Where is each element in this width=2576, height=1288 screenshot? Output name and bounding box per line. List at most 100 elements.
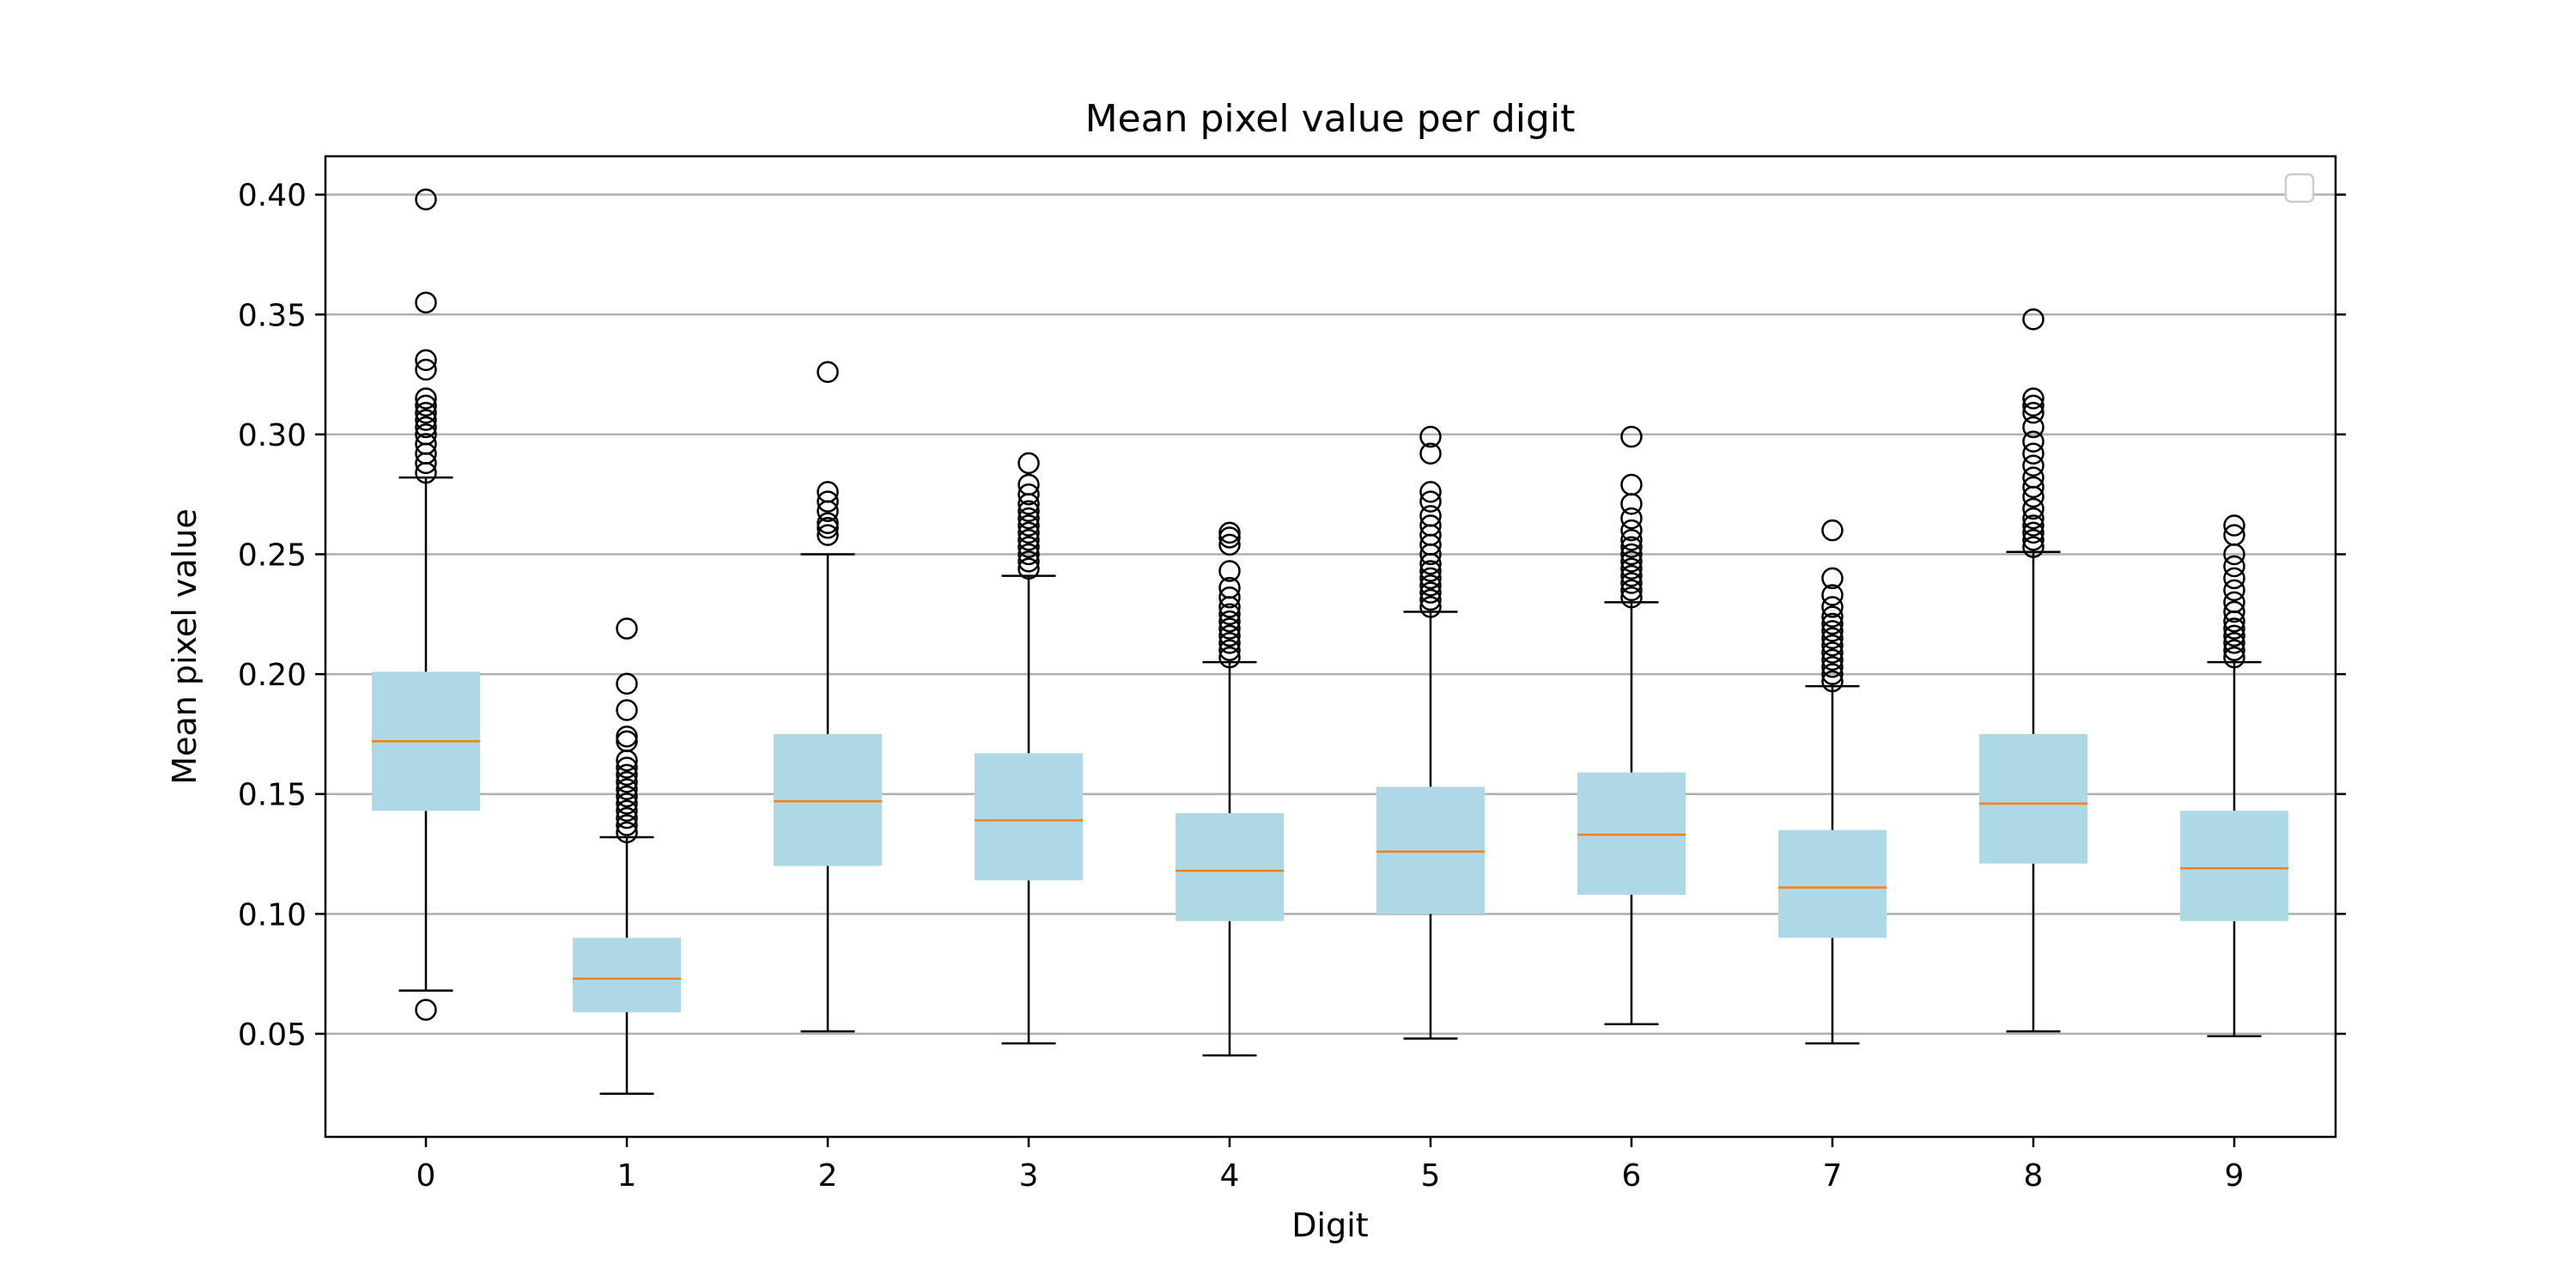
box-digit-1 [573,617,681,1095]
outlier-point [1419,567,1442,590]
outlier-point [2022,476,2044,499]
outlier-point [616,763,638,787]
y-tick-label: 0.10 [238,897,307,933]
iqr-box [1577,772,1686,895]
outlier-point [1821,634,1844,657]
outlier-point [2223,514,2245,537]
outlier-point [1218,632,1241,654]
outlier-point [1620,550,1643,573]
box-digit-3 [975,452,1083,1045]
box-digit-2 [774,361,882,1033]
iqr-box [975,753,1083,881]
y-tick-label: 0.15 [238,778,307,813]
iqr-box [1778,829,1886,939]
outlier-point [616,793,638,815]
y-tick-label: 0.05 [238,1018,307,1053]
outlier-point [616,785,638,808]
grid-layer [325,193,2336,1036]
outlier-point [1821,612,1844,635]
outlier-point [1620,507,1643,530]
outlier-point [2022,528,2044,551]
outlier-point [1821,567,1844,590]
outlier-point [415,423,437,446]
outlier-point [2022,507,2044,530]
outlier-point [1218,610,1241,633]
outlier-point [1419,481,1442,503]
outlier-point [1218,521,1241,544]
outlier-point [1620,528,1643,551]
outlier-point [1218,624,1241,647]
outlier-point [1218,576,1241,599]
outlier-point [1018,473,1040,496]
outlier-point [1018,521,1040,544]
outlier-point [1821,627,1844,649]
outlier-point [2022,442,2044,465]
y-tick-label: 0.30 [238,418,307,453]
outlier-point [2223,600,2245,623]
outlier-point [1821,655,1844,678]
outlier-point [1218,533,1241,556]
outlier-point [1018,507,1040,530]
outlier-point [415,433,437,455]
outlier-point [616,814,638,836]
outlier-point [1821,641,1844,664]
outlier-point [2223,639,2245,661]
outlier-point [415,402,437,424]
x-tick-label: 6 [1622,1158,1642,1194]
outlier-point [1620,543,1643,566]
outlier-point [1821,519,1844,542]
outlier-point [1218,639,1241,661]
outlier-point [1018,483,1040,506]
outlier-point [1218,560,1241,582]
box-digit-8 [1979,308,2087,1033]
y-tick-label: 0.40 [238,179,307,214]
iqr-box [774,733,882,866]
iqr-box [1979,733,2087,864]
x-tick-label: 2 [818,1158,838,1194]
outlier-point [817,517,839,539]
y-tick-label: 0.25 [238,538,307,574]
outlier-point [1821,620,1844,642]
x-tick-label: 3 [1019,1158,1039,1194]
outlier-point [2022,454,2044,477]
outlier-point [616,672,638,696]
y-tick-label: 0.35 [238,298,307,333]
outlier-point [817,481,839,503]
outlier-point [1018,543,1040,566]
outlier-point [1419,490,1442,513]
iqr-box [1176,813,1284,921]
outlier-point [1018,452,1040,475]
chart-title: Mean pixel value per digit [1085,97,1576,141]
outlier-point [2223,591,2245,614]
outlier-point [1620,425,1643,448]
outlier-point [616,799,638,823]
y-axis-label: Mean pixel value [166,508,204,784]
box-digit-7 [1778,519,1886,1045]
outlier-point [817,524,839,546]
outlier-point [1620,536,1643,558]
box-digit-4 [1176,521,1284,1057]
outlier-point [2022,514,2044,537]
outlier-point [2022,521,2044,544]
outlier-point [817,361,839,384]
outlier-point [1218,646,1241,669]
box-layer [372,188,2288,1095]
x-tick-label: 7 [1823,1158,1843,1194]
outlier-point [1821,596,1844,618]
box-digit-0 [372,188,480,1021]
outlier-point [1620,564,1643,587]
outlier-point [616,756,638,779]
box-digit-5 [1376,425,1485,1040]
y-tick-label: 0.20 [238,658,307,693]
outlier-point [1620,579,1643,602]
iqr-box [1376,787,1485,914]
box-digit-9 [2180,514,2288,1037]
outlier-point [2022,497,2044,520]
outlier-point [415,387,437,410]
outlier-point [415,349,437,372]
outlier-point [1018,500,1040,522]
outlier-point [1419,425,1442,448]
x-tick-label: 5 [1421,1158,1441,1194]
